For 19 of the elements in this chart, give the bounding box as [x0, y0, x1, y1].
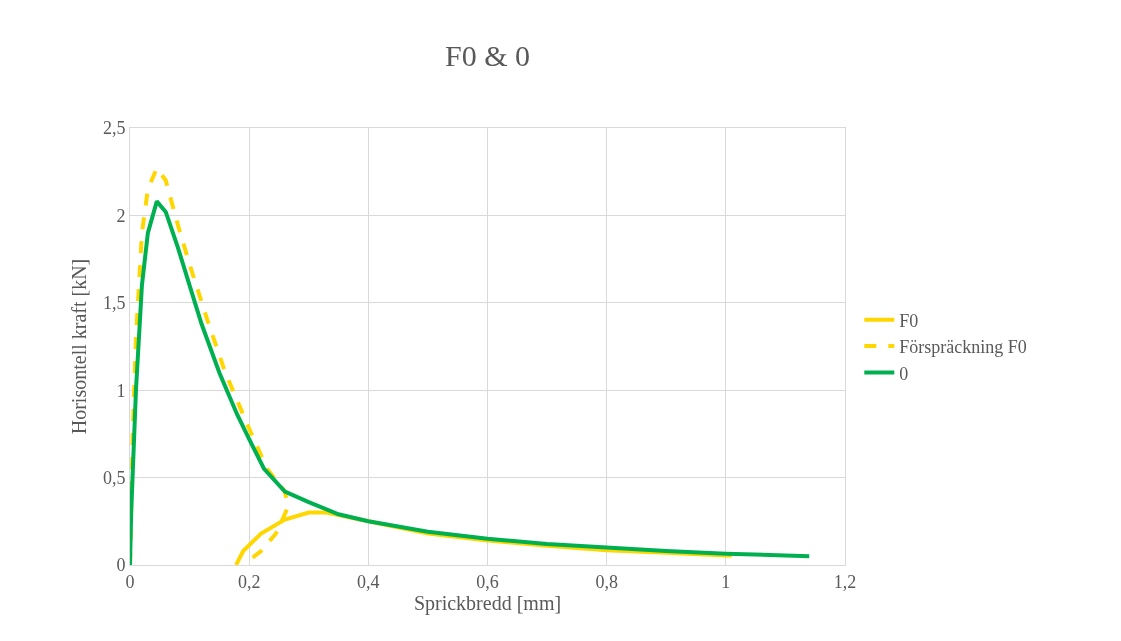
x-tick-label: 0,6: [476, 571, 499, 592]
line-series: [130, 199, 812, 565]
x-axis-title: Sprickbredd [mm]: [413, 591, 562, 615]
x-tick-label: 1: [721, 571, 731, 592]
legend-label: F0: [899, 310, 919, 331]
y-tick-label: 2,5: [102, 118, 126, 139]
chart-title: F0 & 0: [444, 38, 531, 72]
y-tick-label: 0,5: [102, 467, 126, 488]
y-tick-label: 1: [116, 380, 126, 401]
y-tick-label: 0: [116, 555, 126, 576]
y-axis-title: Horisontell kraft [kN]: [68, 258, 91, 435]
y-tick-label: 1,5: [102, 293, 126, 314]
x-tick-label: 0,4: [357, 571, 380, 592]
x-tick-label: 0,2: [237, 571, 261, 592]
y-tick-label: 2: [116, 205, 126, 226]
x-tick-label: 0,8: [595, 571, 618, 592]
legend-label: Förspräckning F0: [899, 337, 1027, 358]
legend-label: 0: [899, 363, 909, 384]
x-tick-label: 1,2: [833, 571, 857, 592]
